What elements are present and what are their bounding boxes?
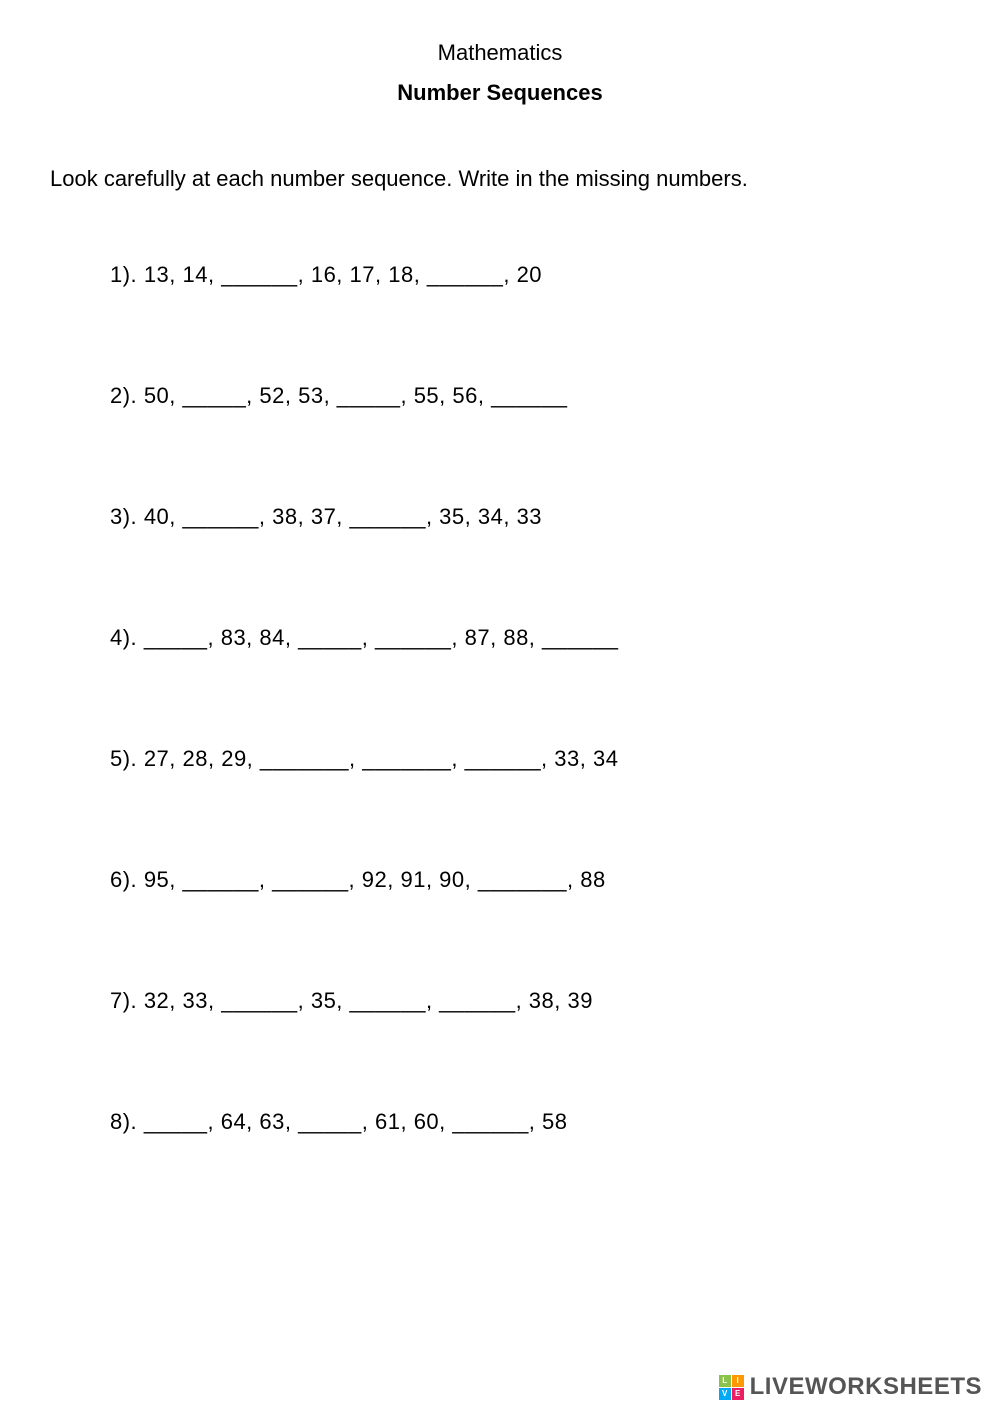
question-number: 4). bbox=[110, 625, 137, 650]
questions-list: 1). 13, 14, ______, 16, 17, 18, ______, … bbox=[50, 262, 950, 1135]
question-item[interactable]: 7). 32, 33, ______, 35, ______, ______, … bbox=[110, 988, 950, 1014]
watermark-text: LIVEWORKSHEETS bbox=[750, 1373, 982, 1401]
watermark: L I V E LIVEWORKSHEETS bbox=[719, 1373, 982, 1401]
subject-heading: Mathematics bbox=[50, 40, 950, 66]
question-item[interactable]: 3). 40, ______, 38, 37, ______, 35, 34, … bbox=[110, 504, 950, 530]
logo-cell: L bbox=[719, 1375, 731, 1387]
logo-cell: V bbox=[719, 1388, 731, 1400]
question-item[interactable]: 2). 50, _____, 52, 53, _____, 55, 56, __… bbox=[110, 383, 950, 409]
question-item[interactable]: 8). _____, 64, 63, _____, 61, 60, ______… bbox=[110, 1109, 950, 1135]
question-text: _____, 64, 63, _____, 61, 60, ______, 58 bbox=[144, 1109, 568, 1134]
logo-cell: I bbox=[732, 1375, 744, 1387]
question-number: 2). bbox=[110, 383, 137, 408]
worksheet-page: Mathematics Number Sequences Look carefu… bbox=[0, 0, 1000, 1135]
watermark-logo-icon: L I V E bbox=[719, 1375, 744, 1400]
question-item[interactable]: 5). 27, 28, 29, _______, _______, ______… bbox=[110, 746, 950, 772]
question-text: _____, 83, 84, _____, ______, 87, 88, __… bbox=[144, 625, 619, 650]
logo-cell: E bbox=[732, 1388, 744, 1400]
question-number: 1). bbox=[110, 262, 137, 287]
question-number: 7). bbox=[110, 988, 137, 1013]
question-text: 95, ______, ______, 92, 91, 90, _______,… bbox=[144, 867, 606, 892]
question-item[interactable]: 6). 95, ______, ______, 92, 91, 90, ____… bbox=[110, 867, 950, 893]
question-text: 32, 33, ______, 35, ______, ______, 38, … bbox=[144, 988, 593, 1013]
question-number: 6). bbox=[110, 867, 137, 892]
question-text: 13, 14, ______, 16, 17, 18, ______, 20 bbox=[144, 262, 542, 287]
question-item[interactable]: 1). 13, 14, ______, 16, 17, 18, ______, … bbox=[110, 262, 950, 288]
question-text: 27, 28, 29, _______, _______, ______, 33… bbox=[144, 746, 619, 771]
question-text: 50, _____, 52, 53, _____, 55, 56, ______ bbox=[144, 383, 568, 408]
instructions-text: Look carefully at each number sequence. … bbox=[50, 166, 950, 192]
question-text: 40, ______, 38, 37, ______, 35, 34, 33 bbox=[144, 504, 542, 529]
worksheet-title: Number Sequences bbox=[50, 80, 950, 106]
question-item[interactable]: 4). _____, 83, 84, _____, ______, 87, 88… bbox=[110, 625, 950, 651]
question-number: 8). bbox=[110, 1109, 137, 1134]
question-number: 5). bbox=[110, 746, 137, 771]
question-number: 3). bbox=[110, 504, 137, 529]
